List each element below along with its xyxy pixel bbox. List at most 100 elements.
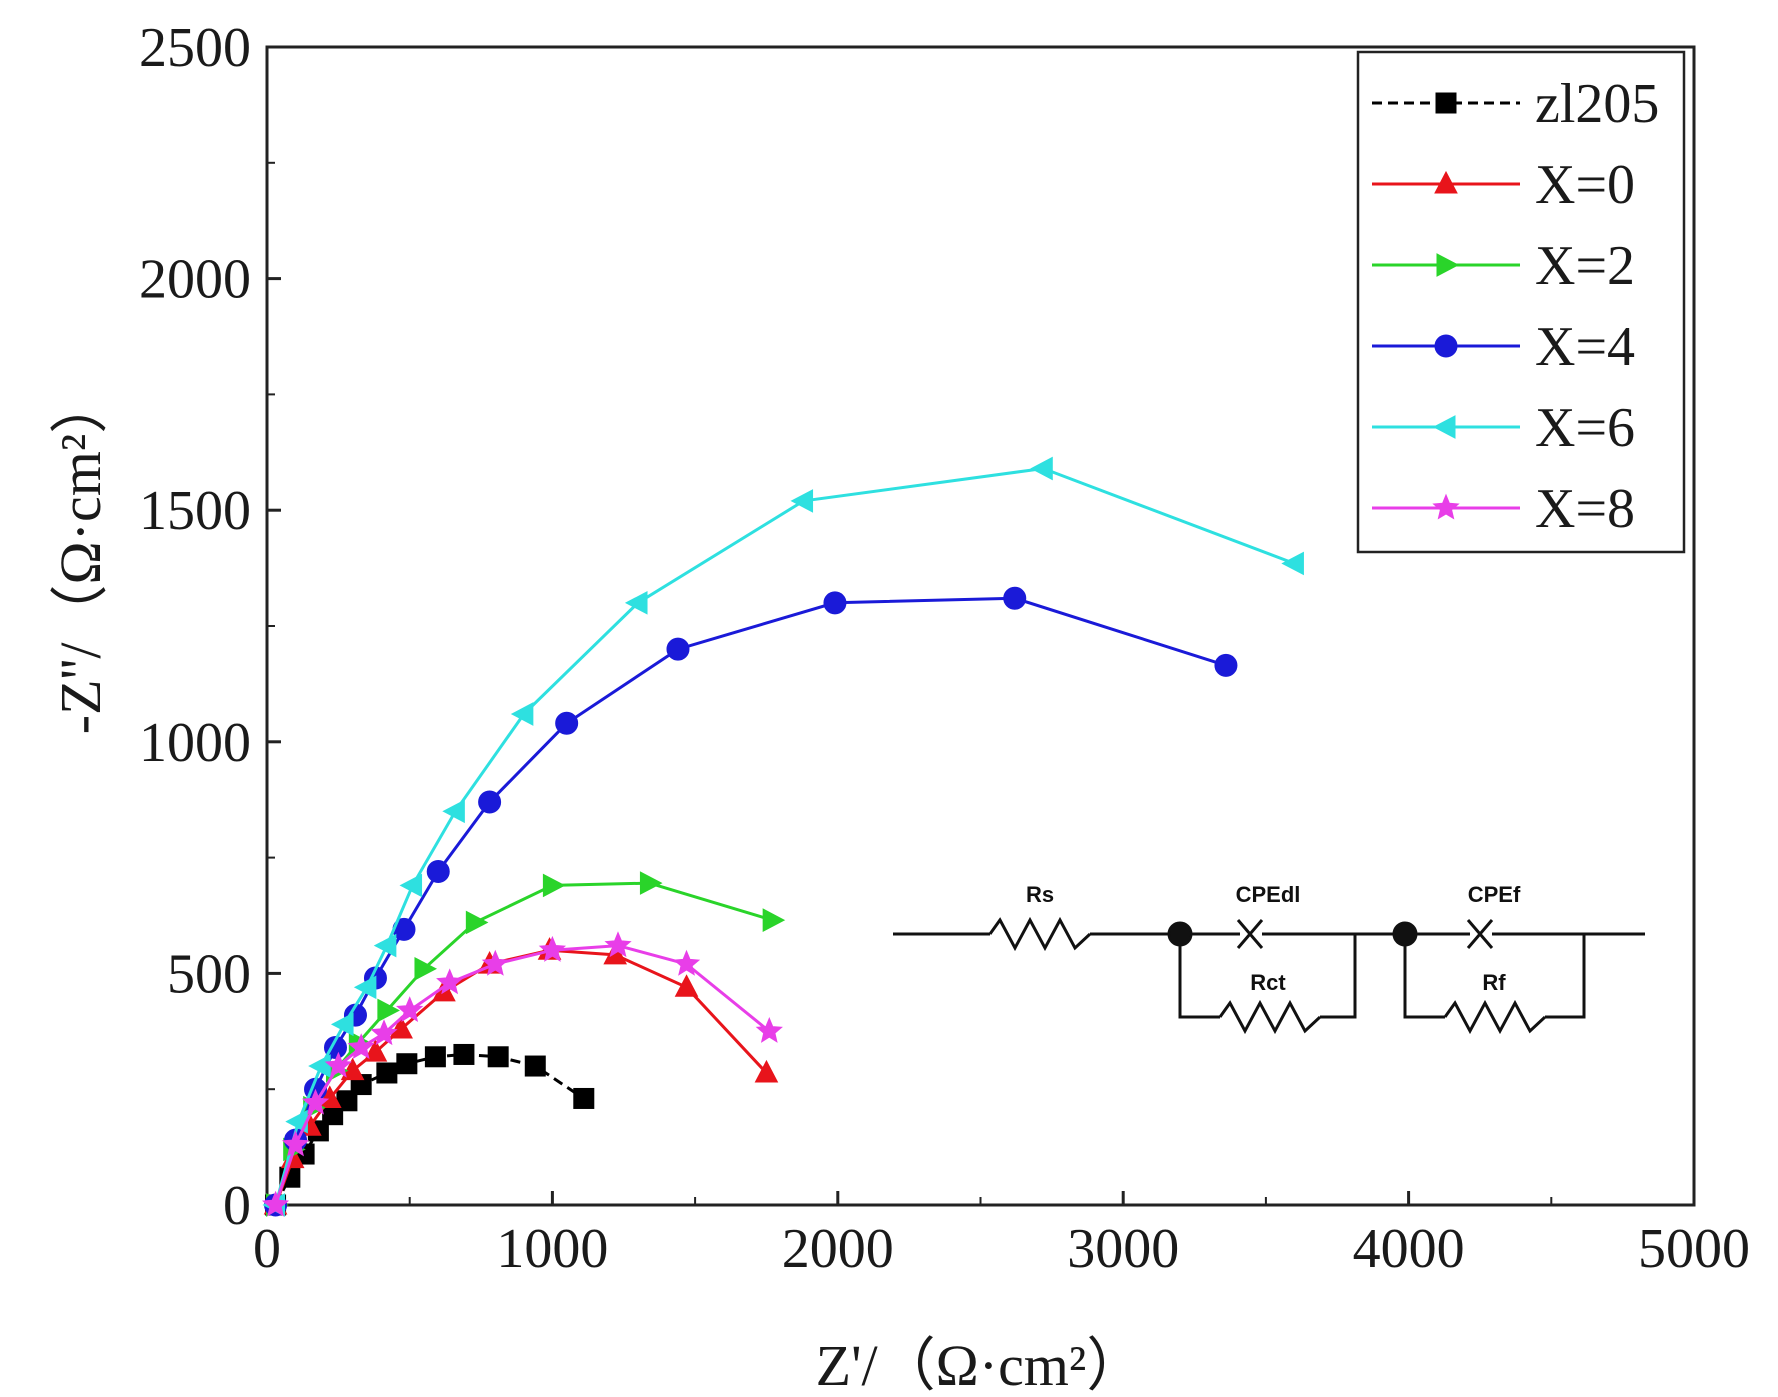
- data-point: [376, 1062, 398, 1084]
- data-point: [424, 1046, 446, 1068]
- data-point: [478, 790, 502, 814]
- x-tick-label: 0: [253, 1218, 281, 1280]
- legend-item: X=4: [1372, 316, 1635, 378]
- y-tick-label: 1500: [139, 480, 251, 542]
- data-point: [353, 975, 377, 1000]
- data-point: [624, 591, 648, 615]
- y-tick-label: 500: [167, 943, 251, 1005]
- cpe-f-icon-b: [1478, 919, 1494, 949]
- data-point: [453, 1043, 475, 1065]
- data-point: [487, 1046, 509, 1068]
- series-line: [274, 466, 1295, 1206]
- legend-marker: [1432, 493, 1460, 520]
- data-point: [373, 933, 397, 958]
- legend-item: X=2: [1372, 235, 1635, 297]
- data-point: [823, 591, 847, 615]
- data-point: [754, 1059, 779, 1083]
- data-point: [324, 1051, 352, 1078]
- x-tick-label: 5000: [1638, 1218, 1750, 1280]
- legend: zl205 X=0 X=2 X=4 X=6 X=8: [1356, 50, 1686, 554]
- circuit-label-rs: Rs: [1026, 882, 1054, 907]
- data-point: [755, 1016, 783, 1043]
- legend-marker: [1436, 253, 1460, 277]
- data-point: [555, 711, 579, 735]
- data-point: [399, 873, 423, 898]
- legend-items: zl205 X=0 X=2 X=4 X=6 X=8: [1372, 73, 1659, 540]
- data-series: [261, 456, 1304, 1217]
- data-point: [538, 935, 567, 962]
- series-x-4: [264, 586, 1238, 1217]
- legend-item: zl205: [1372, 73, 1659, 135]
- data-point: [396, 1053, 418, 1075]
- circuit-label-rct: Rct: [1250, 970, 1286, 995]
- legend-label: X=2: [1535, 235, 1635, 297]
- legend-item: X=8: [1372, 478, 1635, 540]
- data-point: [1281, 551, 1304, 576]
- circuit-branch-rf: [1403, 934, 1445, 1019]
- data-point: [790, 489, 814, 513]
- x-tick-label: 4000: [1353, 1218, 1465, 1280]
- data-point: [465, 910, 489, 935]
- series-x-8: [261, 931, 783, 1217]
- legend-marker: [1434, 170, 1458, 194]
- data-point: [672, 949, 701, 976]
- legend-marker: [1432, 415, 1456, 439]
- data-point: [436, 968, 464, 995]
- data-point: [442, 799, 465, 824]
- circuit-branch-rct: [1178, 934, 1220, 1019]
- series-x-0: [263, 937, 779, 1215]
- data-point: [674, 974, 699, 997]
- circuit-branch-rf-return: [1545, 934, 1586, 1019]
- y-tick-label: 2500: [139, 17, 251, 79]
- series-line: [274, 596, 1227, 1206]
- data-point: [573, 1087, 595, 1109]
- legend-label: zl205: [1535, 73, 1659, 135]
- data-point: [347, 1033, 375, 1060]
- data-point: [1214, 653, 1238, 677]
- cpe-dl-icon-b: [1248, 919, 1264, 949]
- data-point: [481, 949, 509, 976]
- data-point: [377, 998, 400, 1023]
- data-point: [639, 871, 663, 895]
- data-point: [330, 1012, 354, 1037]
- x-axis-title: Z'/（Ω·cm²）: [816, 1333, 1145, 1397]
- data-point: [370, 1019, 398, 1046]
- equivalent-circuit-inset: [893, 916, 1645, 1035]
- data-point: [261, 1190, 290, 1217]
- resistor-rct-icon: [1218, 999, 1322, 1035]
- axis-ticks: 0 1000 2000 3000 4000 5000 0 500 1000 1500 2000 250…: [139, 17, 1750, 1280]
- legend-item: X=0: [1372, 154, 1635, 216]
- y-tick-label: 1000: [139, 712, 251, 774]
- x-tick-label: 1000: [496, 1218, 608, 1280]
- data-point: [762, 908, 786, 932]
- data-point: [1003, 586, 1027, 610]
- series-x-6: [262, 456, 1304, 1217]
- circuit-label-rf: Rf: [1482, 970, 1506, 995]
- circuit-label-cpedl: CPEdl: [1236, 882, 1301, 907]
- resistor-rf-icon: [1443, 999, 1547, 1035]
- data-point: [542, 873, 566, 898]
- legend-item: X=6: [1372, 397, 1635, 459]
- data-point: [426, 859, 450, 883]
- data-point: [1030, 456, 1053, 481]
- data-point: [301, 1088, 330, 1115]
- x-tick-label: 3000: [1067, 1218, 1179, 1280]
- series-line: [274, 1052, 585, 1206]
- data-point: [363, 1039, 388, 1062]
- data-point: [389, 1015, 413, 1039]
- data-point: [414, 956, 438, 981]
- data-point: [666, 637, 690, 661]
- legend-marker: [1434, 334, 1458, 358]
- y-tick-label: 2000: [139, 249, 251, 311]
- data-point: [281, 1130, 310, 1157]
- y-axis-title: -Z''/（Ω·cm²）: [48, 376, 113, 734]
- data-point: [604, 931, 632, 958]
- resistor-rs-icon: [988, 916, 1092, 952]
- data-point: [510, 702, 534, 726]
- legend-label: X=8: [1535, 478, 1635, 540]
- legend-box: [1356, 50, 1686, 554]
- legend-label: X=0: [1535, 154, 1635, 216]
- data-point: [524, 1055, 546, 1077]
- x-tick-label: 2000: [782, 1218, 894, 1280]
